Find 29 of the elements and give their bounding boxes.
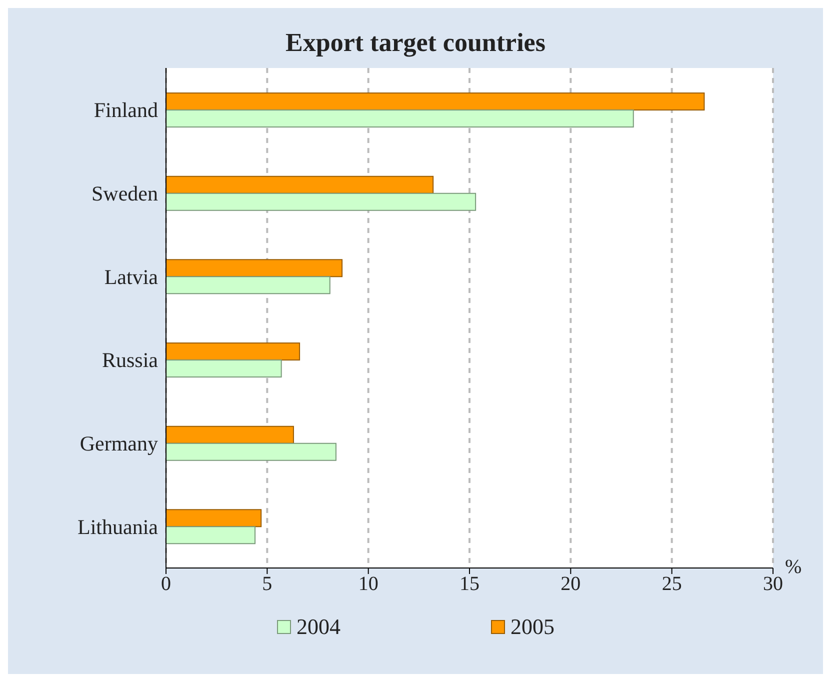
y-tick-label: Latvia: [104, 264, 159, 289]
bar: [166, 526, 256, 544]
legend-label: 2004: [296, 614, 340, 640]
bar: [166, 342, 300, 360]
chart-title: Export target countries: [284, 27, 546, 58]
bar: [166, 176, 434, 194]
x-tick-label: 0: [161, 573, 171, 596]
bar: [166, 92, 705, 110]
bar: [166, 110, 634, 128]
bar: [166, 442, 336, 461]
y-tick-label: Germany: [80, 431, 158, 456]
bar: [166, 276, 330, 294]
x-tick-label: 30: [763, 573, 783, 596]
x-tick-label: 10: [358, 573, 378, 596]
y-tick-label: Finland: [94, 98, 158, 122]
bar: [166, 426, 294, 444]
bar: [166, 192, 476, 211]
x-axis-title: %: [785, 556, 802, 578]
y-tick-label: Lithuania: [78, 514, 159, 539]
bar: [166, 259, 343, 278]
legend-label: 2005: [510, 614, 554, 640]
bar: [166, 509, 262, 528]
bar: [166, 360, 282, 378]
y-tick-label: Russia: [102, 348, 159, 372]
x-tick-label: 20: [560, 573, 581, 596]
y-tick-label: Sweden: [92, 181, 158, 206]
x-tick-label: 15: [460, 573, 480, 596]
x-tick-label: 25: [662, 573, 682, 596]
x-tick-label: 5: [262, 573, 272, 596]
